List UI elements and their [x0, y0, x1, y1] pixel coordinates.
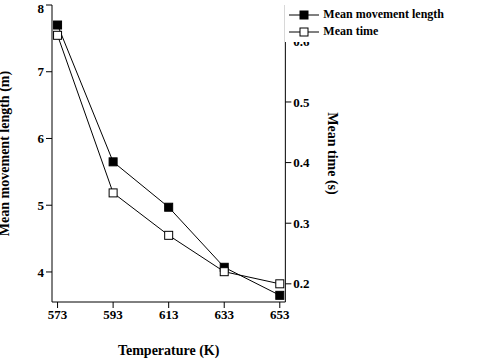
- svg-text:Temperature (K): Temperature (K): [118, 343, 220, 359]
- svg-text:573: 573: [48, 307, 68, 322]
- html-text:Mean time: Mean time: [323, 24, 379, 38]
- svg-text:0.4: 0.4: [293, 155, 310, 170]
- svg-text:7: 7: [38, 64, 45, 79]
- svg-text:653: 653: [270, 307, 290, 322]
- svg-text:Mean movement length (m): Mean movement length (m): [8, 71, 13, 237]
- svg-text:Mean time (s): Mean time (s): [324, 112, 340, 195]
- svg-text:633: 633: [214, 307, 234, 322]
- svg-text:0.6: 0.6: [293, 34, 310, 49]
- svg-text:0.5: 0.5: [293, 95, 310, 110]
- html-text:Mean movement length: Mean movement length: [323, 7, 444, 21]
- svg-text:593: 593: [103, 307, 123, 322]
- svg-text:6: 6: [38, 131, 45, 146]
- svg-text:613: 613: [159, 307, 179, 322]
- svg-text:8: 8: [38, 1, 45, 16]
- svg-text:5: 5: [38, 198, 45, 213]
- svg-text:4: 4: [38, 265, 45, 280]
- svg-text:0.2: 0.2: [293, 276, 309, 291]
- svg-text:0.3: 0.3: [293, 216, 310, 231]
